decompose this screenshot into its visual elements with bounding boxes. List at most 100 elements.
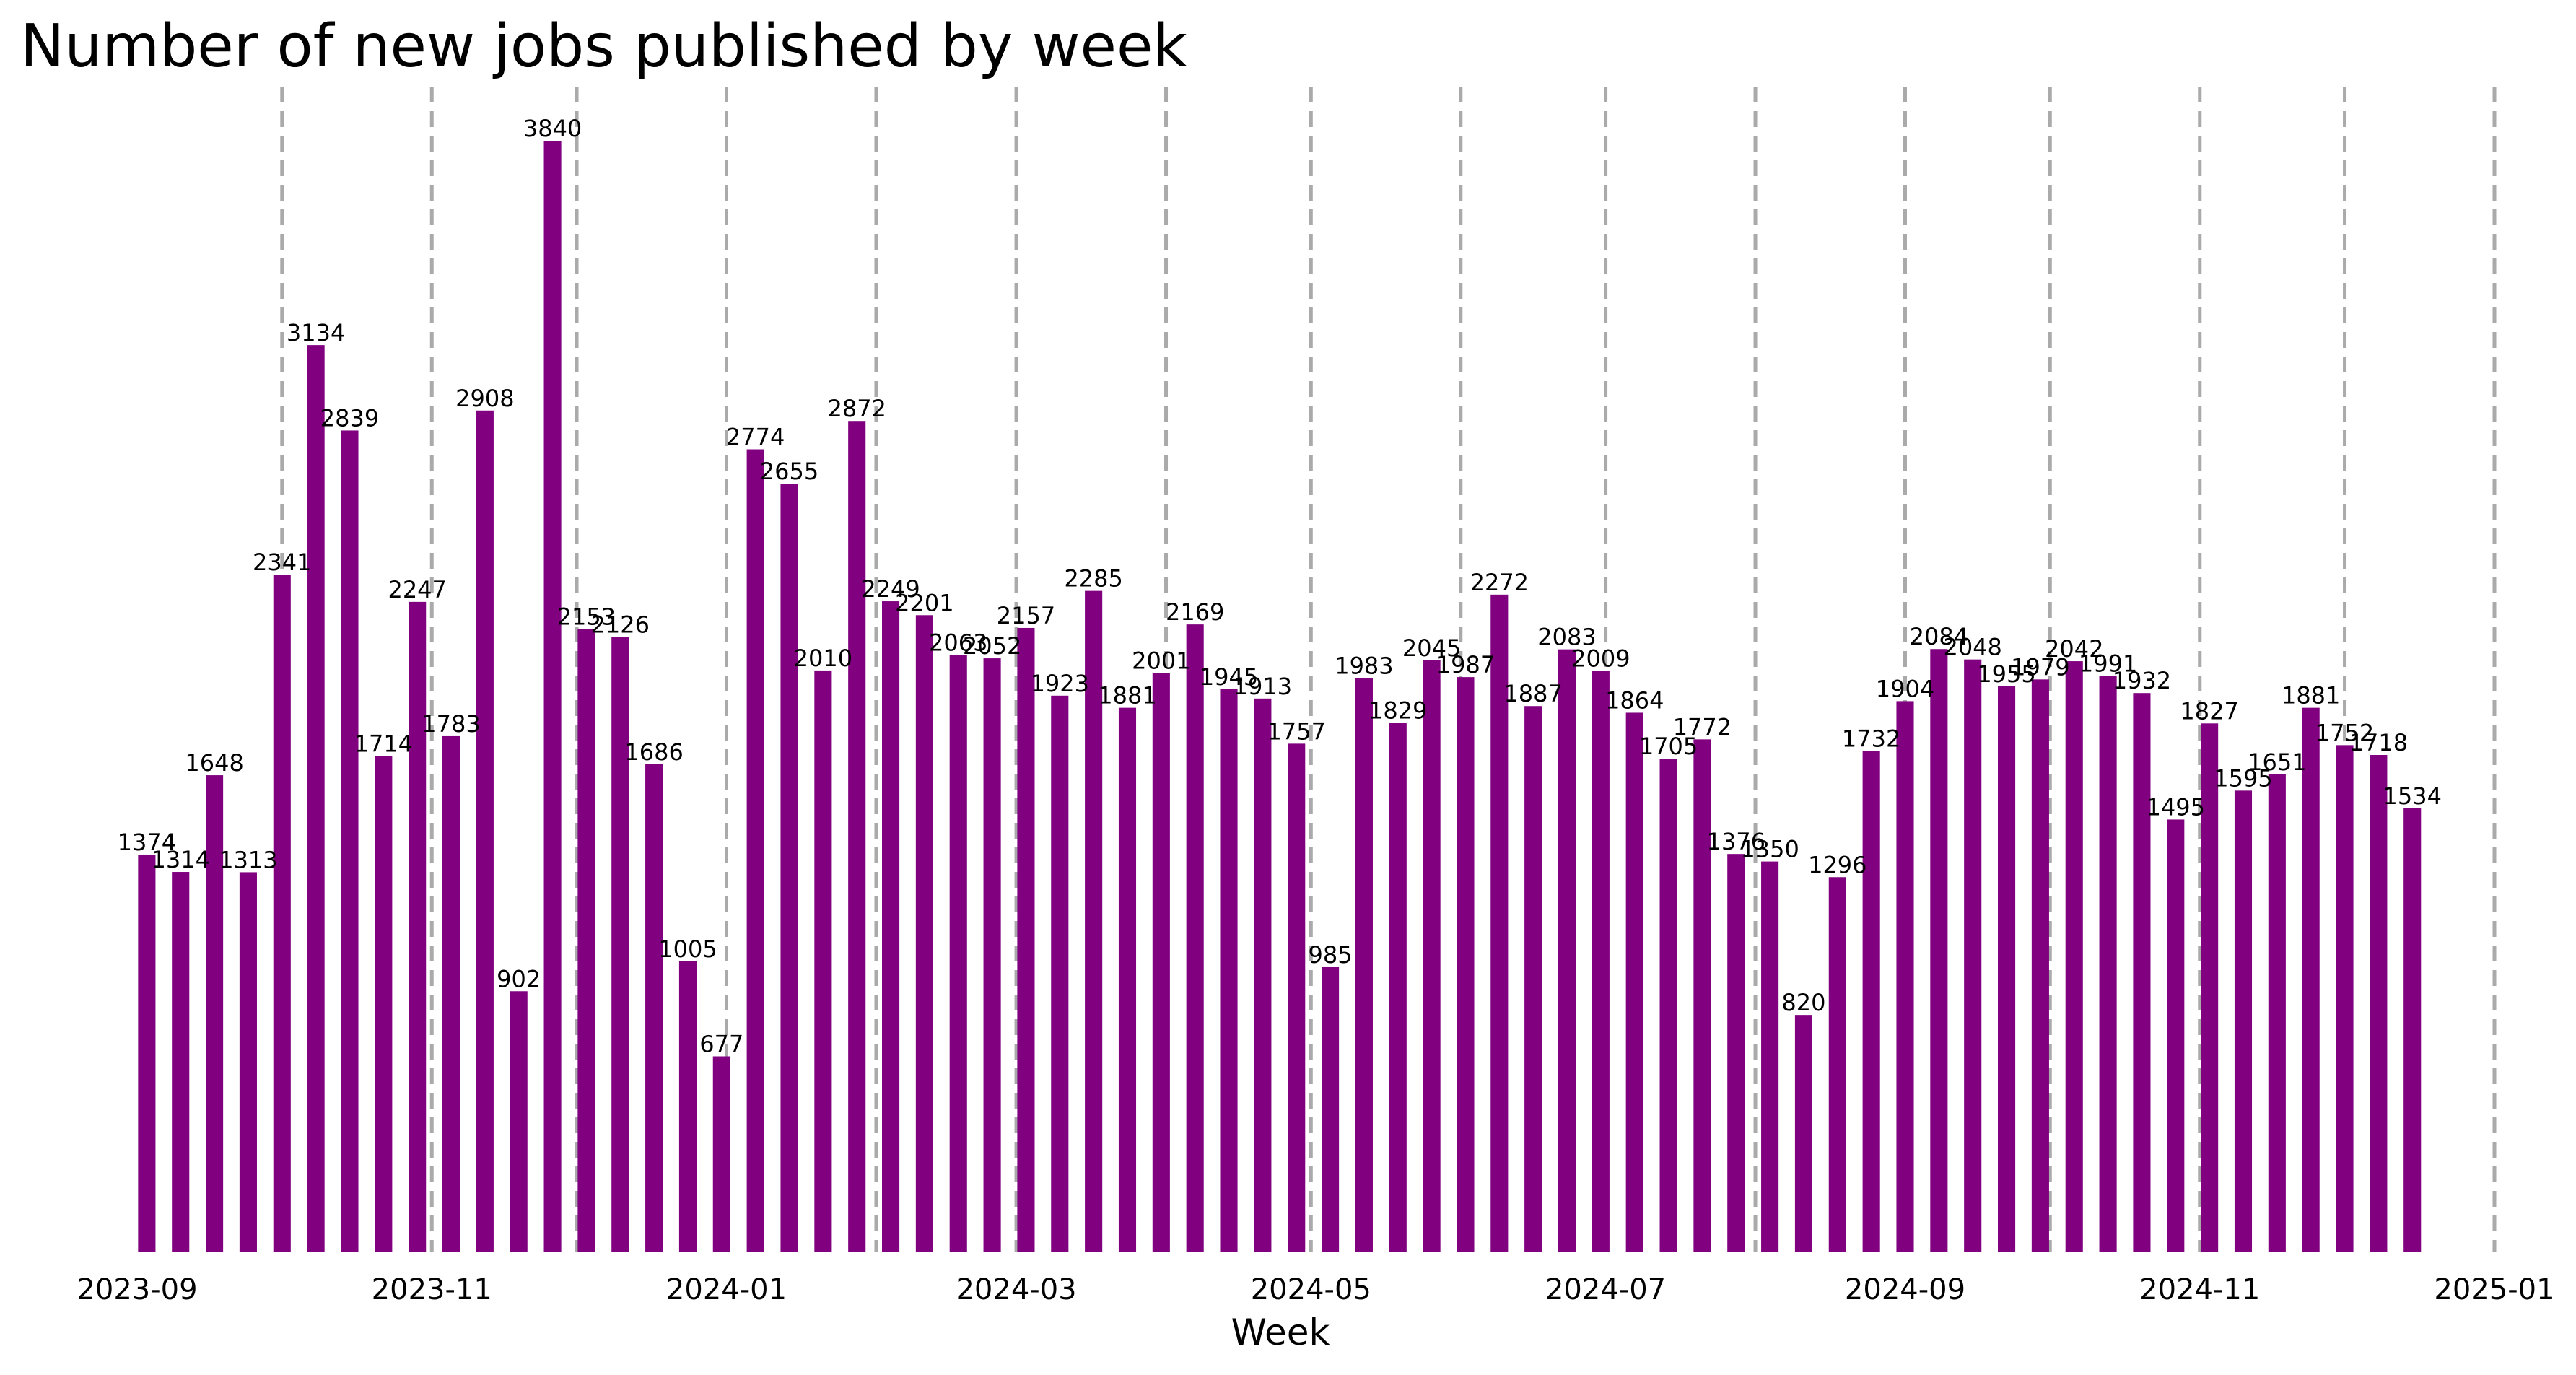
- bar-value-label: 1313: [219, 846, 277, 873]
- bar: [712, 1056, 730, 1252]
- bar: [949, 655, 967, 1252]
- bar-value-label: 1374: [118, 829, 176, 856]
- bar-value-label: 1495: [2147, 793, 2205, 821]
- bar: [1693, 739, 1711, 1252]
- bar: [1625, 712, 1643, 1252]
- bar: [2201, 723, 2219, 1252]
- bar: [1322, 966, 1340, 1252]
- bar: [2133, 693, 2151, 1252]
- bar-value-label: 1983: [1335, 652, 1393, 680]
- bar: [307, 345, 325, 1253]
- bar: [1761, 861, 1779, 1252]
- x-tick-label: 2024-03: [956, 1273, 1076, 1306]
- bar: [1389, 723, 1407, 1252]
- bar-value-label: 2083: [1537, 624, 1596, 651]
- bar-value-label: 1827: [2180, 697, 2238, 725]
- bar-value-label: 2048: [1943, 634, 2001, 661]
- x-tick-label: 2024-07: [1545, 1273, 1666, 1306]
- bar-value-label: 1686: [624, 738, 683, 766]
- bar-value-label: 1864: [1605, 686, 1664, 714]
- x-tick-label: 2024-05: [1251, 1273, 1371, 1306]
- bar: [1457, 677, 1475, 1252]
- x-axis-label: Week: [1231, 1311, 1330, 1353]
- bar-value-label: 2126: [591, 611, 650, 638]
- bar-value-label: 2341: [253, 549, 311, 576]
- bar: [1085, 590, 1103, 1252]
- bar: [442, 735, 460, 1252]
- bar: [409, 601, 427, 1252]
- bar-value-label: 1752: [2315, 719, 2374, 746]
- bar: [543, 141, 562, 1252]
- bar: [1862, 751, 1880, 1252]
- bar-value-label: 1376: [1707, 828, 1765, 855]
- bar-value-label: 1648: [185, 749, 243, 777]
- bar: [814, 670, 832, 1252]
- bar-value-label: 2153: [557, 603, 616, 631]
- bar: [172, 872, 190, 1252]
- bar: [2403, 808, 2422, 1252]
- x-tick-label: 2024-11: [2139, 1273, 2260, 1306]
- x-tick-label: 2024-01: [666, 1273, 787, 1306]
- bar: [882, 601, 900, 1252]
- bar: [1220, 689, 1238, 1252]
- bar-value-label: 2272: [1470, 569, 1529, 596]
- bar: [273, 575, 291, 1252]
- bar-value-label: 1314: [152, 846, 210, 873]
- bar: [1524, 706, 1542, 1252]
- bar-value-label: 2045: [1402, 634, 1461, 662]
- bar-value-label: 1705: [1639, 733, 1698, 760]
- bar-value-label: 2169: [1166, 598, 1224, 626]
- bar-value-label: 2839: [320, 404, 379, 432]
- x-tick-label: 2024-09: [1845, 1273, 1965, 1306]
- bar: [746, 449, 764, 1252]
- bar: [780, 484, 798, 1252]
- bar-value-label: 2247: [388, 576, 446, 603]
- bar: [2031, 679, 2049, 1252]
- bar: [1659, 759, 1677, 1252]
- bar-value-label: 1991: [2079, 650, 2137, 678]
- bar: [206, 775, 224, 1252]
- bar: [1186, 624, 1204, 1252]
- bar-value-label: 2042: [2045, 635, 2103, 663]
- bar-value-label: 902: [497, 965, 541, 992]
- bar-value-label: 2249: [861, 575, 920, 603]
- bar: [2065, 661, 2083, 1252]
- bar: [1017, 627, 1035, 1252]
- bar: [1964, 659, 1982, 1252]
- bar-value-label: 1932: [2113, 667, 2171, 694]
- bar: [848, 421, 866, 1253]
- bar: [2336, 745, 2354, 1252]
- bar-value-label: 1296: [1808, 851, 1866, 878]
- bar-value-label: 3134: [287, 319, 345, 346]
- bar: [1727, 854, 1745, 1252]
- bar-value-label: 2285: [1064, 565, 1122, 593]
- bar-value-label: 2001: [1132, 647, 1190, 675]
- bar: [577, 629, 595, 1252]
- bar: [2099, 676, 2117, 1252]
- bar-value-label: 2908: [455, 385, 514, 412]
- bar-value-label: 1987: [1436, 651, 1495, 678]
- bar: [983, 658, 1001, 1252]
- bar-value-label: 1904: [1876, 675, 1934, 702]
- bar-value-label: 1595: [2214, 764, 2272, 792]
- bar: [2268, 774, 2286, 1252]
- bar: [611, 637, 629, 1252]
- bar-value-label: 985: [1309, 941, 1353, 969]
- bar-value-label: 1718: [2349, 729, 2408, 756]
- bar: [1558, 649, 1576, 1252]
- bar: [476, 410, 494, 1253]
- bar-value-label: 1757: [1267, 717, 1326, 745]
- bar-value-label: 1651: [2248, 748, 2306, 776]
- x-tick-labels: 2023-09 2023-11 2024-01 2024-03 2024-05 2024-…: [77, 1273, 2554, 1306]
- x-tick-label: 2023-11: [372, 1273, 492, 1306]
- bar: [1051, 695, 1069, 1252]
- bar: [678, 961, 697, 1252]
- bar-value-label: 2157: [997, 602, 1055, 629]
- bar: [1490, 594, 1509, 1252]
- bar-value-label: 1923: [1031, 670, 1089, 697]
- bar-value-label: 1772: [1673, 713, 1732, 741]
- bar-value-label: 2084: [1910, 623, 1968, 650]
- bar-value-label: 1350: [1740, 836, 1799, 863]
